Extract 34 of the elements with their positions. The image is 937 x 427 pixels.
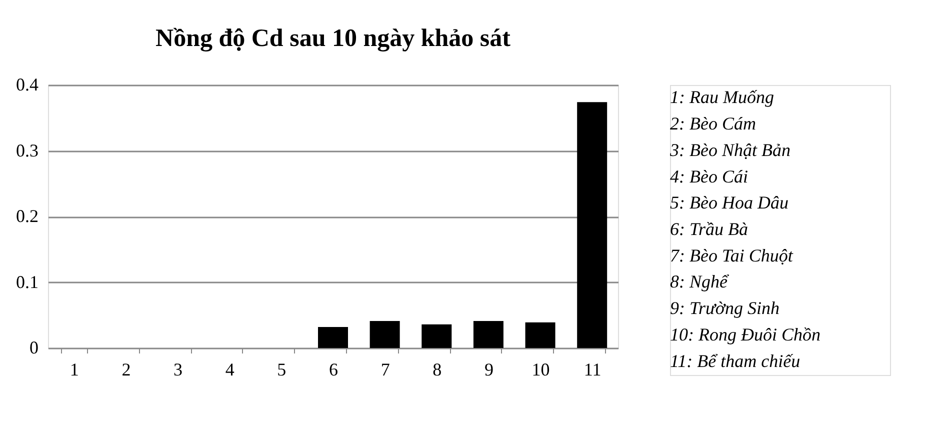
bar: [370, 321, 400, 348]
x-tick-label: 3: [174, 360, 183, 380]
text: 2: Bèo Cám: [670, 114, 756, 134]
x-tick-label: 5: [277, 360, 286, 380]
text: 11: Bể tham chiếu: [670, 350, 800, 371]
x-tick-label: 8: [432, 360, 442, 380]
y-tick-label: 0: [30, 338, 38, 358]
y-tick-label: 0.4: [16, 74, 38, 94]
text: 6: Trầu Bà: [670, 219, 748, 239]
text: 1: Rau Muống: [670, 87, 774, 108]
x-tick-label: 9: [484, 360, 494, 380]
bar: [525, 322, 556, 348]
x-tick-label: 2: [122, 360, 131, 380]
x-tick-label: 7: [380, 360, 390, 380]
text: 3: Bèo Nhật Bản: [669, 140, 790, 160]
bar: [318, 326, 348, 348]
text: 4: Bèo Cái: [670, 166, 748, 186]
x-tick-label: 11: [584, 360, 602, 380]
bar: [577, 102, 608, 348]
text: 7: Bèo Tai Chuột: [670, 245, 794, 266]
y-tick-label: 0.1: [16, 272, 38, 292]
chart-title: Nồng độ Cd sau 10 ngày khảo sát: [156, 25, 512, 52]
y-tick-label: 0.2: [16, 206, 38, 226]
bar: [473, 321, 504, 348]
text: 10: Rong Đuôi Chồn: [670, 324, 820, 344]
text: 9: Trường Sinh: [670, 298, 780, 318]
x-tick-label: 6: [329, 360, 338, 380]
x-tick-label: 4: [225, 360, 234, 380]
text: 8: Nghể: [670, 272, 730, 292]
x-tick-label: 10: [532, 360, 550, 380]
text: 5: Bèo Hoa Dâu: [670, 192, 788, 213]
x-tick-label: 1: [70, 360, 79, 380]
bar: [422, 324, 452, 348]
y-tick-label: 0.3: [16, 140, 38, 160]
